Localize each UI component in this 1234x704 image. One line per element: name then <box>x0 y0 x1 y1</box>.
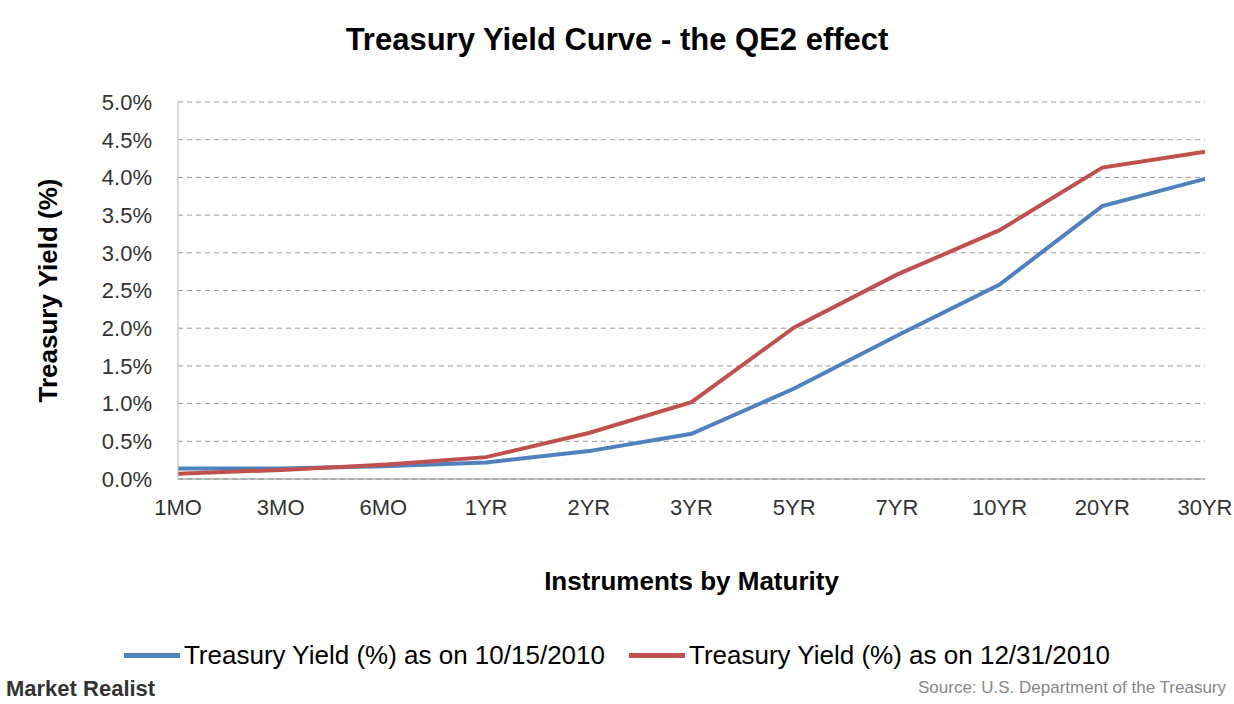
svg-text:10YR: 10YR <box>972 495 1027 520</box>
svg-text:6MO: 6MO <box>360 495 408 520</box>
svg-text:20YR: 20YR <box>1075 495 1130 520</box>
svg-text:2.0%: 2.0% <box>102 316 152 341</box>
svg-text:4.0%: 4.0% <box>102 165 152 190</box>
svg-text:1.0%: 1.0% <box>102 391 152 416</box>
svg-text:7YR: 7YR <box>876 495 919 520</box>
svg-text:1MO: 1MO <box>154 495 202 520</box>
svg-text:1.5%: 1.5% <box>102 354 152 379</box>
svg-text:3.5%: 3.5% <box>102 203 152 228</box>
svg-text:4.5%: 4.5% <box>102 128 152 153</box>
svg-text:3.0%: 3.0% <box>102 241 152 266</box>
html-text:Source: U.S. Department of the: Source: U.S. Department of the Treasury <box>918 678 1226 697</box>
svg-text:1YR: 1YR <box>465 495 508 520</box>
html-text:Treasury Yield (%) as on 10/15: Treasury Yield (%) as on 10/15/2010 <box>183 640 605 670</box>
svg-text:2.5%: 2.5% <box>102 278 152 303</box>
html-text:Treasury Yield (%) as on 12/31: Treasury Yield (%) as on 12/31/2010 <box>689 640 1111 670</box>
svg-text:3MO: 3MO <box>257 495 305 520</box>
html-text:Market Realist: Market Realist <box>6 676 156 701</box>
svg-text:Treasury Yield (%): Treasury Yield (%) <box>33 179 63 403</box>
svg-text:0.0%: 0.0% <box>102 467 152 492</box>
svg-text:30YR: 30YR <box>1177 495 1226 520</box>
svg-text:2YR: 2YR <box>567 495 610 520</box>
svg-text:5.0%: 5.0% <box>102 90 152 115</box>
svg-text:Instruments by Maturity: Instruments by Maturity <box>544 566 839 596</box>
svg-text:0.5%: 0.5% <box>102 429 152 454</box>
svg-text:3YR: 3YR <box>670 495 713 520</box>
svg-text:5YR: 5YR <box>773 495 816 520</box>
html-text:Treasury Yield Curve - the QE2: Treasury Yield Curve - the QE2 effect <box>345 22 889 57</box>
